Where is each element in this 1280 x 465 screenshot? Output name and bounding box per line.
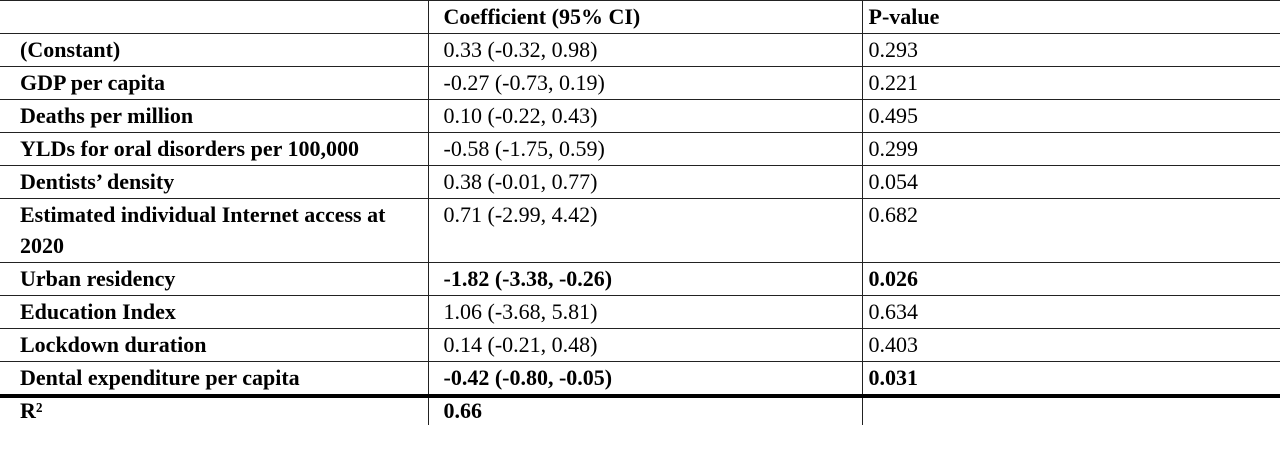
table-row: Estimated individual Internet access at … [0,198,1280,263]
table-row: GDP per capita -0.27 (-0.73, 0.19) 0.221 [0,66,1280,100]
row-label: YLDs for oral disorders per 100,000 [0,132,428,166]
table-cell: 0.10 (-0.22, 0.43) [427,99,862,133]
regression-table: Coefficient (95% CI) P-value (Constant) 0… [0,0,1280,425]
table-cell: 0.299 [861,132,1280,166]
summary-row: R² 0.66 [0,394,1280,425]
table-cell: 0.293 [861,33,1280,67]
table-cell: 0.38 (-0.01, 0.77) [427,165,862,199]
header-cell: Coefficient (95% CI) [427,0,862,34]
row-label: Education Index [0,295,428,329]
row-label: Urban residency [0,262,428,296]
table-cell: 0.71 (-2.99, 4.42) [427,198,862,263]
table-cell: 0.634 [861,295,1280,329]
table-cell: 0.221 [861,66,1280,100]
table-cell: 0.495 [861,99,1280,133]
table-cell: 0.14 (-0.21, 0.48) [427,328,862,362]
header-cell [0,0,428,34]
table-row: YLDs for oral disorders per 100,000 -0.58… [0,132,1280,166]
table-row: (Constant) 0.33 (-0.32, 0.98) 0.293 [0,33,1280,67]
table-row: Dentists’ density 0.38 (-0.01, 0.77) 0.054 [0,165,1280,199]
table-cell: 0.026 [861,262,1280,296]
row-label: Dentists’ density [0,165,428,199]
table-cell: -1.82 (-3.38, -0.26) [427,262,862,296]
table-cell: -0.27 (-0.73, 0.19) [427,66,862,100]
header-cell: P-value [861,0,1280,34]
table-row: Deaths per million 0.10 (-0.22, 0.43) 0.49… [0,99,1280,133]
row-label: Lockdown duration [0,328,428,362]
row-label: R² [0,394,428,425]
row-label: Estimated individual Internet access at … [0,198,428,263]
row-label: GDP per capita [0,66,428,100]
row-label: Dental expenditure per capita [0,361,428,396]
table-cell [861,394,1280,425]
table-cell: 0.031 [861,361,1280,396]
table-row: Lockdown duration 0.14 (-0.21, 0.48) 0.403 [0,328,1280,362]
table-cell: -0.58 (-1.75, 0.59) [427,132,862,166]
table-cell: 0.66 [427,394,862,425]
table-row: Dental expenditure per capita -0.42 (-0.8… [0,361,1280,396]
table-row: Education Index 1.06 (-3.68, 5.81) 0.634 [0,295,1280,329]
header-row: Coefficient (95% CI) P-value [0,0,1280,34]
table-cell: 0.33 (-0.32, 0.98) [427,33,862,67]
table-cell: 0.054 [861,165,1280,199]
row-label: Deaths per million [0,99,428,133]
row-label: (Constant) [0,33,428,67]
table-cell: 0.403 [861,328,1280,362]
table-cell: -0.42 (-0.80, -0.05) [427,361,862,396]
table-cell: 0.682 [861,198,1280,263]
table-row: Urban residency -1.82 (-3.38, -0.26) 0.026 [0,262,1280,296]
table-cell: 1.06 (-3.68, 5.81) [427,295,862,329]
table-body: (Constant) 0.33 (-0.32, 0.98) 0.293 GDP per… [0,33,1280,425]
